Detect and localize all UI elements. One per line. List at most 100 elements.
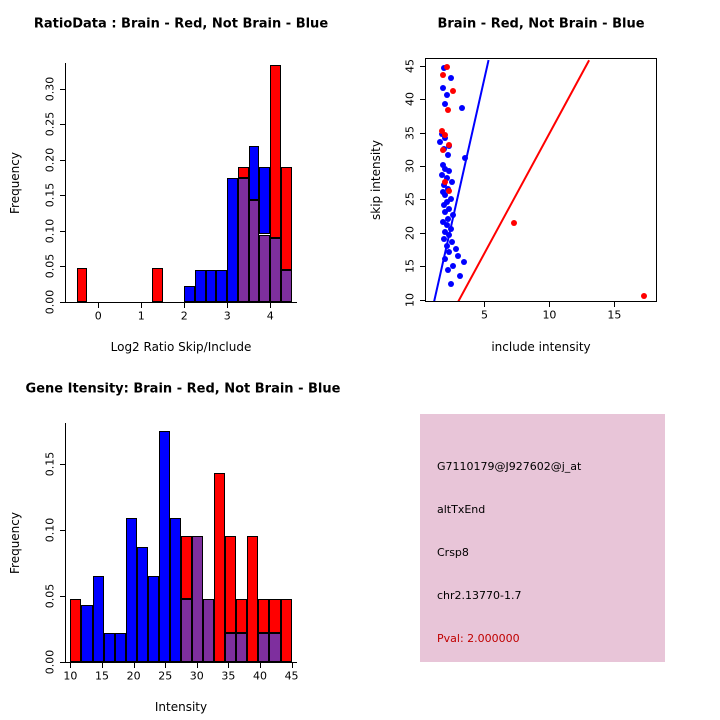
scatter-point — [442, 165, 449, 172]
histogram-bar — [269, 632, 281, 662]
scatter-point — [443, 64, 450, 71]
histogram-bar — [259, 167, 271, 235]
scatter-point — [446, 232, 453, 239]
x-tick-mark — [102, 663, 104, 668]
histogram-bar — [280, 598, 292, 662]
y-tick-mark — [420, 199, 425, 201]
x-tick-mark — [549, 302, 551, 307]
scatter-point — [439, 146, 446, 153]
scatter-point — [442, 132, 449, 139]
scatter-point — [439, 219, 446, 226]
scatter-point — [445, 106, 452, 113]
y-tick-label: 35 — [403, 125, 417, 140]
ratio-hist-xlabel: Log2 Ratio Skip/Include — [110, 340, 252, 354]
scatter-point — [450, 262, 457, 269]
x-tick-label: 5 — [480, 308, 488, 322]
x-tick-label: 30 — [189, 669, 204, 683]
scatter-point — [460, 259, 467, 266]
histogram-bar — [270, 65, 281, 239]
scatter-point — [442, 192, 449, 199]
x-tick-label: 10 — [542, 308, 557, 322]
scatter-point — [438, 128, 445, 135]
scatter-xlabel: include intensity — [491, 340, 591, 354]
histogram-bar — [181, 536, 193, 599]
y-axis-line — [65, 423, 66, 663]
ratio-histogram-plot: 0 1 2 3 4 0.00 0.05 0.10 0.15 0.20 0.25 0.30 — [44, 63, 297, 323]
scatter-point — [445, 152, 452, 159]
y-tick-mark — [420, 232, 425, 234]
y-tick-mark — [60, 595, 65, 597]
scatter-point — [447, 74, 454, 81]
x-tick-label: 10 — [63, 669, 78, 683]
histogram-bar — [258, 598, 270, 633]
scatter-point — [641, 293, 648, 300]
scatter-point — [442, 229, 449, 236]
scatter-point — [446, 188, 453, 195]
x-tick-label: 20 — [126, 669, 141, 683]
ratio-hist-title: RatioData : Brain - Red, Not Brain - Blu… — [33, 16, 329, 32]
red-fit-line — [457, 59, 591, 301]
gene-hist-ylabel: Frequency — [8, 512, 22, 574]
x-tick-label: 25 — [158, 669, 173, 683]
histogram-bar — [270, 238, 281, 302]
scatter-point — [446, 141, 453, 148]
scatter-point — [446, 168, 453, 175]
gene-hist-title: Gene Itensity: Brain - Red, Not Brain - … — [25, 381, 341, 397]
scatter-point — [442, 209, 449, 216]
plot-clip — [66, 424, 296, 662]
histogram-bar — [236, 598, 248, 633]
info-line-event: altTxEnd — [437, 503, 486, 516]
scatter-point — [456, 272, 463, 279]
x-tick-mark — [165, 663, 167, 668]
y-tick-label: 0.10 — [43, 218, 57, 244]
x-tick-label: 15 — [95, 669, 110, 683]
y-tick-mark — [60, 230, 65, 232]
scatter-point — [445, 267, 452, 274]
histogram-bar — [203, 598, 215, 662]
y-tick-label: 0.00 — [43, 649, 57, 675]
histogram-bar — [136, 546, 148, 662]
y-tick-mark — [60, 302, 65, 303]
y-tick-mark — [60, 124, 65, 126]
y-tick-mark — [420, 266, 425, 268]
gene-hist-xlabel: Intensity — [154, 700, 208, 714]
x-tick-label: 0 — [94, 309, 102, 323]
x-tick-label: 1 — [137, 309, 145, 323]
scatter-point — [439, 189, 446, 196]
y-tick-mark — [60, 662, 65, 663]
histogram-bar — [227, 177, 238, 302]
scatter-point — [448, 239, 455, 246]
histogram-bar — [225, 632, 237, 662]
histogram-bar — [125, 517, 137, 662]
x-axis-line — [65, 662, 297, 663]
y-tick-mark — [60, 463, 65, 465]
y-tick-label: 0.15 — [43, 183, 57, 208]
y-tick-label: 15 — [403, 259, 417, 274]
y-tick-label: 0.00 — [43, 289, 57, 315]
scatter-point — [439, 161, 446, 168]
scatter-point — [443, 242, 450, 249]
x-tick-mark — [270, 303, 272, 308]
info-line-locus: chr2.13770-1.7 — [437, 589, 522, 602]
info-box: G7110179@J927602@j_at altTxEnd Crsp8 chr… — [420, 414, 665, 662]
y-tick-label: 0.15 — [43, 451, 57, 476]
histogram-bar — [259, 234, 271, 302]
histogram-bar — [184, 286, 195, 302]
histogram-bar — [269, 598, 281, 633]
info-line-gene: Crsp8 — [437, 546, 469, 559]
y-tick-mark — [60, 88, 65, 90]
scatter-point — [450, 88, 457, 95]
y-tick-label: 10 — [403, 292, 417, 307]
histogram-bar — [103, 632, 115, 662]
x-axis-line — [65, 302, 297, 303]
x-tick-mark — [291, 663, 293, 668]
histogram-bar — [76, 267, 88, 302]
histogram-bar — [70, 598, 82, 662]
y-tick-mark — [60, 195, 65, 197]
histogram-bar — [248, 200, 260, 302]
histogram-bar — [81, 605, 93, 662]
x-tick-mark — [98, 303, 100, 308]
x-tick-mark — [228, 663, 230, 668]
y-tick-mark — [420, 65, 425, 67]
histogram-bar — [158, 430, 170, 662]
